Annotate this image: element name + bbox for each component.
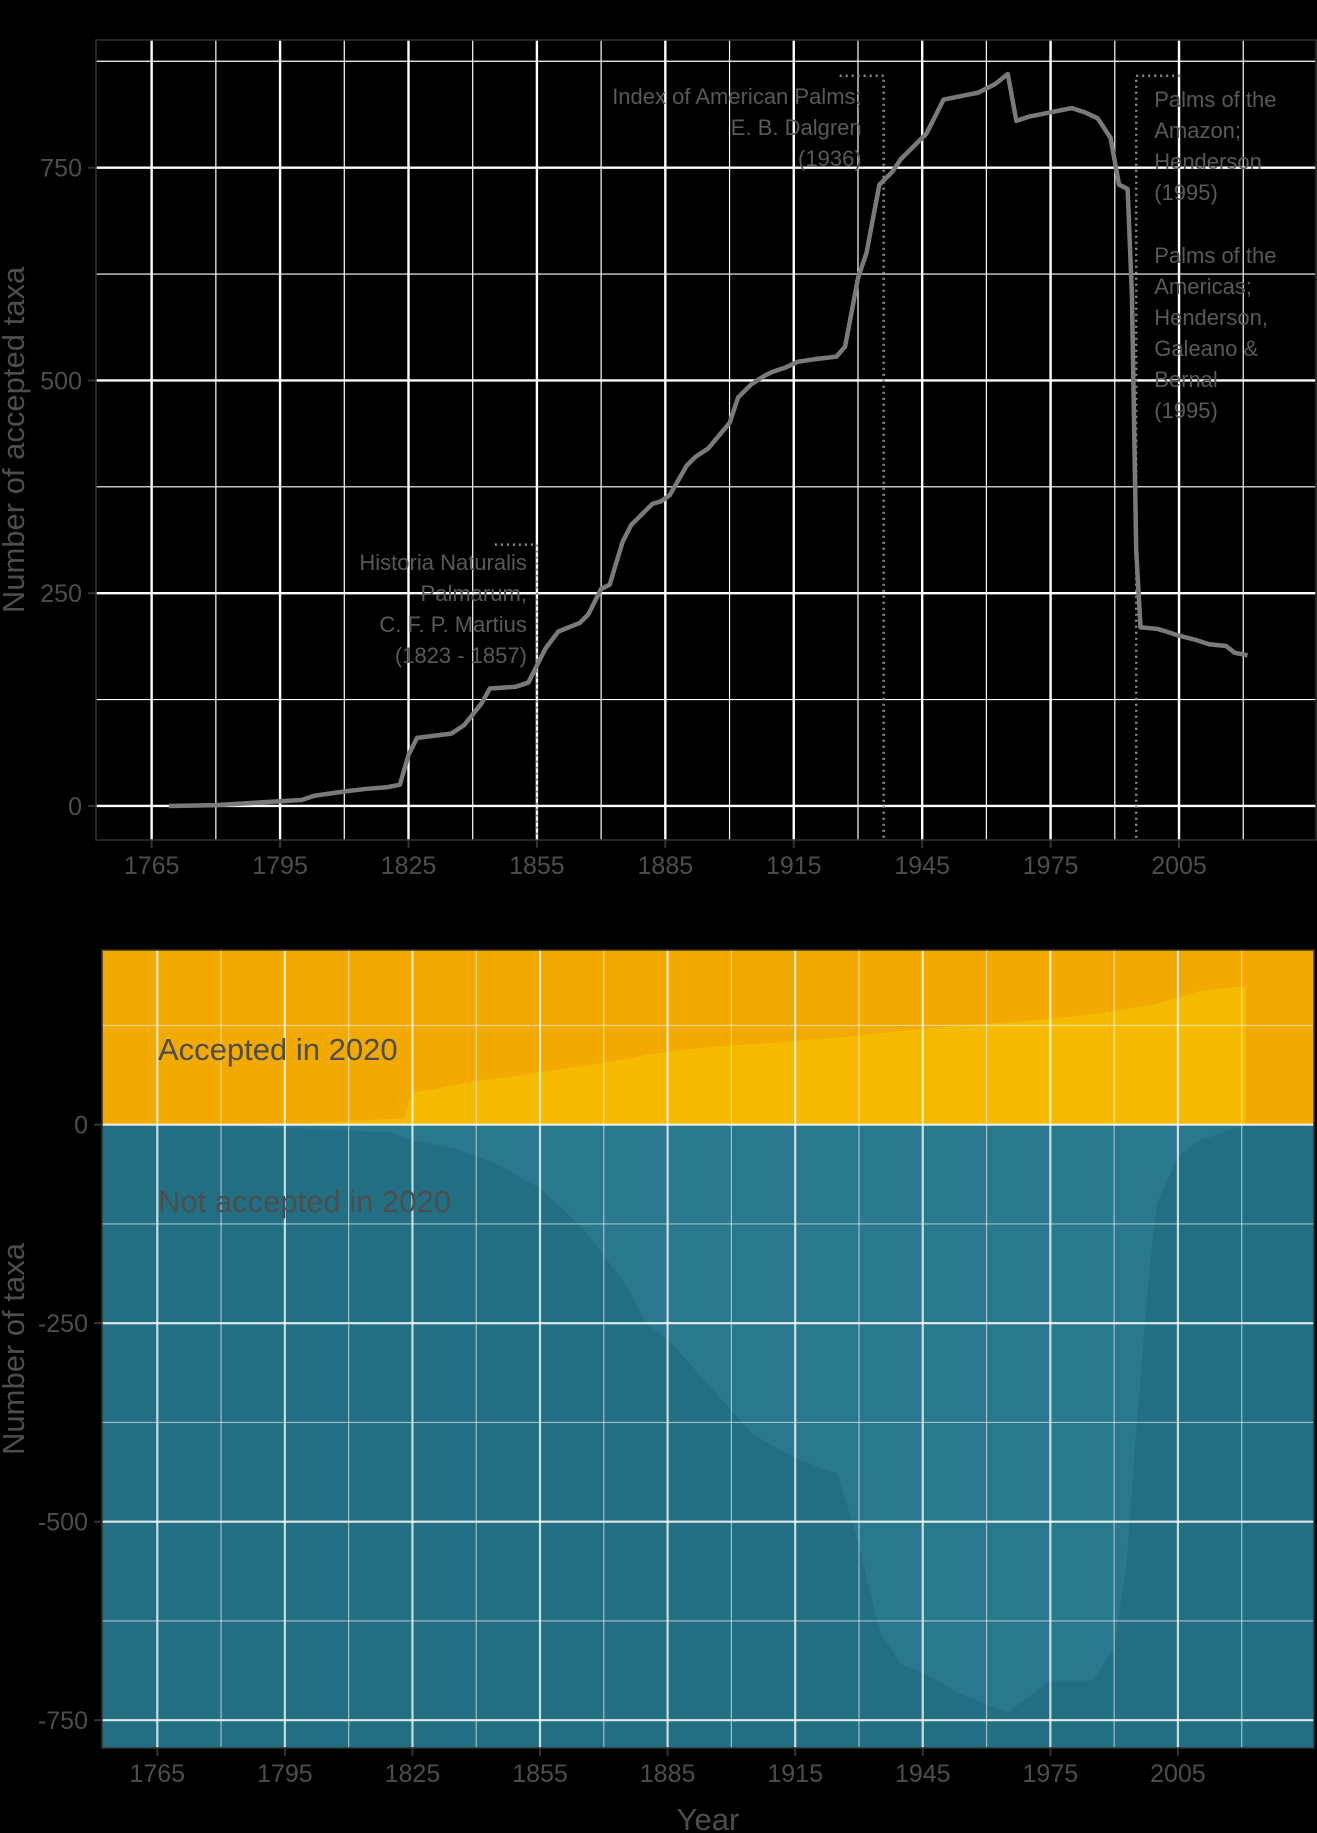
- annotation-bracket-martius: [494, 543, 539, 840]
- x-axis-title: Year: [677, 1802, 740, 1833]
- x-tick-label: 2005: [1150, 1760, 1206, 1788]
- x-tick-label: 1945: [894, 852, 950, 880]
- x-tick-label: 1855: [509, 852, 565, 880]
- annotation-dalgren-line: (1936): [798, 146, 862, 171]
- not-accepted-area: [174, 1124, 1246, 1713]
- plot-border: [95, 39, 1317, 841]
- x-tick-label: 1825: [381, 852, 437, 880]
- x-tick-label: 1795: [252, 852, 308, 880]
- x-tick-label: 1765: [124, 852, 180, 880]
- annotation-amazon-line: Henderson: [1154, 149, 1262, 174]
- taxa-status-panel: 1765 1795 1825 1855 1885 1915 1945 1975 2005 0 -25…: [0, 949, 1315, 1833]
- annotation-amazon-line: Palms of the: [1154, 87, 1276, 112]
- y-tick-label: 500: [40, 367, 82, 395]
- annotation-dalgren-line: Index of American Palms;: [612, 84, 861, 109]
- y-tick-label: -250: [38, 1310, 88, 1338]
- x-tick-label: 1975: [1023, 852, 1079, 880]
- y-tick-label: 0: [68, 793, 82, 821]
- accepted-taxa-line: [168, 71, 1248, 809]
- x-tick-label: 2005: [1151, 852, 1207, 880]
- x-tick-label: 1885: [640, 1760, 696, 1788]
- annotation-americas-line: Palms of the: [1154, 243, 1276, 268]
- annotation-americas-line: Galeano &: [1154, 336, 1258, 361]
- annotation-americas-line: Americas;: [1154, 274, 1252, 299]
- annotation-martius-line: (1823 - 1857): [395, 643, 527, 668]
- y-tick-label: -500: [38, 1509, 88, 1537]
- x-tick-label: 1945: [895, 1760, 951, 1788]
- plot-border: [101, 949, 1315, 1749]
- x-tick-label: 1915: [767, 1760, 823, 1788]
- plot-background: [96, 40, 1316, 840]
- y-axis-title: Number of accepted taxa: [0, 266, 31, 613]
- annotation-dalgren-line: E. B. Dalgren: [731, 115, 862, 140]
- annotation-americas-line: Henderson,: [1154, 305, 1268, 330]
- y-tick-label: -750: [38, 1707, 88, 1735]
- annotation-amazon-line: (1995): [1154, 180, 1218, 205]
- annotation-amazon-line: Amazon;: [1154, 118, 1241, 143]
- x-tick-label: 1795: [257, 1760, 313, 1788]
- accepted-taxa-panel: 1765 1795 1825 1855 1885 1915 1945 1975 2005 0 250…: [0, 39, 1317, 880]
- y-tick-label: 250: [40, 580, 82, 608]
- x-tick-label: 1825: [385, 1760, 441, 1788]
- y-tick-label: 750: [40, 155, 82, 183]
- annotation-martius-line: Palmarum,: [421, 581, 527, 606]
- annotation-americas-line: Bernal: [1154, 367, 1218, 392]
- annotation-martius-line: C. F. P. Martius: [379, 612, 527, 637]
- x-tick-label: 1885: [638, 852, 694, 880]
- accepted-area: [174, 985, 1246, 1125]
- x-tick-label: 1765: [129, 1760, 185, 1788]
- x-tick-label: 1855: [512, 1760, 568, 1788]
- x-tick-label: 1915: [766, 852, 822, 880]
- not-accepted-label: Not accepted in 2020: [158, 1184, 451, 1219]
- annotation-bracket-dalgren: [839, 74, 885, 840]
- y-tick-label: 0: [74, 1112, 88, 1140]
- x-tick-label: 1975: [1023, 1760, 1079, 1788]
- annotation-americas-line: (1995): [1154, 398, 1218, 423]
- accepted-label: Accepted in 2020: [158, 1032, 398, 1067]
- annotation-martius-line: Historia Naturalis: [359, 550, 527, 575]
- y-axis-title: Number of taxa: [0, 1242, 31, 1455]
